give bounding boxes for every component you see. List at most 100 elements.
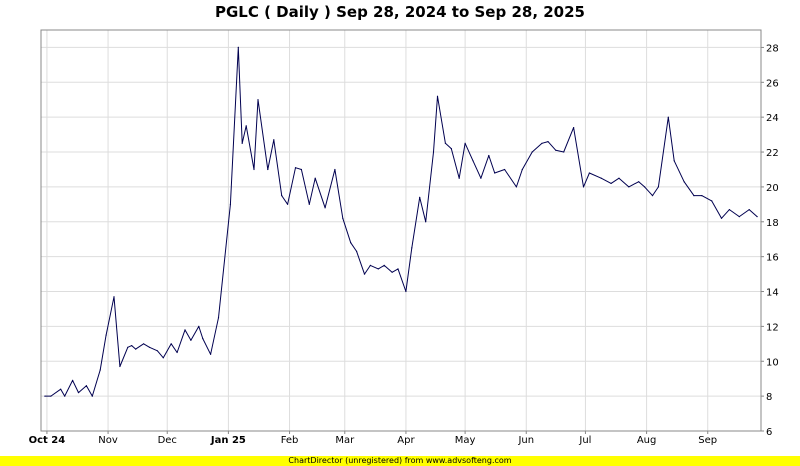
data-point bbox=[369, 264, 371, 266]
y-tick-label: 24 bbox=[766, 113, 779, 124]
data-point bbox=[308, 203, 310, 205]
x-tick-label: Oct 24 bbox=[29, 435, 66, 446]
data-point bbox=[748, 209, 750, 211]
x-tick-label: May bbox=[455, 435, 476, 446]
data-point bbox=[135, 348, 137, 350]
data-point bbox=[143, 343, 145, 345]
data-point bbox=[472, 160, 474, 162]
data-point bbox=[588, 172, 591, 174]
data-point bbox=[91, 395, 93, 397]
y-tick-label: 12 bbox=[766, 322, 779, 333]
price-series-line bbox=[44, 46, 758, 397]
data-point bbox=[273, 139, 275, 141]
data-point bbox=[541, 142, 543, 144]
data-point bbox=[531, 151, 533, 153]
data-point bbox=[314, 177, 316, 179]
data-point bbox=[573, 127, 575, 129]
data-point bbox=[756, 216, 758, 218]
data-point bbox=[464, 142, 466, 144]
data-point bbox=[334, 168, 336, 171]
data-point bbox=[241, 142, 243, 144]
data-point bbox=[610, 182, 612, 184]
data-point bbox=[432, 151, 435, 153]
data-point bbox=[618, 177, 620, 179]
data-point bbox=[257, 99, 259, 101]
x-tick-label: Feb bbox=[281, 435, 299, 446]
data-point bbox=[683, 181, 685, 183]
y-tick-label: 18 bbox=[766, 218, 779, 229]
data-point bbox=[494, 172, 496, 174]
data-point bbox=[411, 247, 413, 249]
data-point bbox=[651, 195, 654, 197]
data-point bbox=[377, 268, 379, 270]
data-point bbox=[458, 177, 460, 179]
grid-lines bbox=[41, 30, 761, 432]
data-point bbox=[77, 392, 80, 394]
data-point bbox=[64, 395, 66, 397]
data-points bbox=[44, 46, 758, 397]
data-point bbox=[738, 216, 740, 218]
data-point bbox=[673, 160, 675, 162]
y-tick-label: 8 bbox=[766, 392, 772, 403]
data-point bbox=[44, 395, 46, 397]
y-tick-label: 26 bbox=[766, 78, 779, 89]
data-point bbox=[131, 345, 133, 347]
x-tick-label: Apr bbox=[397, 435, 415, 446]
data-point bbox=[85, 385, 87, 387]
data-point bbox=[342, 217, 344, 219]
data-point bbox=[720, 217, 723, 219]
data-point bbox=[156, 350, 158, 352]
series-layer bbox=[44, 46, 758, 397]
data-point bbox=[419, 196, 421, 198]
data-point bbox=[515, 186, 518, 188]
data-point bbox=[99, 369, 101, 371]
data-point bbox=[127, 346, 129, 348]
data-point bbox=[190, 339, 192, 341]
price-chart: 6 8 10 12 14 16 18 20 22 24 26 28 Oct 24 Nov Dec Jan 2… bbox=[29, 29, 779, 446]
data-point bbox=[728, 209, 731, 211]
data-point bbox=[667, 116, 669, 118]
x-tick-label: Jul bbox=[578, 435, 591, 446]
data-point bbox=[628, 186, 630, 188]
data-point bbox=[436, 95, 439, 97]
data-point bbox=[391, 271, 393, 273]
data-point bbox=[450, 148, 452, 150]
chart-title: PGLC ( Daily ) Sep 28, 2024 to Sep 28, 2… bbox=[215, 3, 585, 21]
data-point bbox=[281, 195, 283, 197]
data-point bbox=[600, 177, 602, 179]
data-point bbox=[245, 125, 247, 127]
x-tick-label: Jan 25 bbox=[210, 435, 246, 446]
data-point bbox=[383, 264, 385, 266]
data-point bbox=[119, 365, 121, 368]
data-point bbox=[563, 151, 565, 153]
y-tick-label: 14 bbox=[766, 288, 779, 299]
x-tick-label: Jun bbox=[517, 435, 534, 446]
data-point bbox=[50, 395, 52, 397]
data-point bbox=[425, 221, 427, 223]
data-point bbox=[184, 329, 186, 331]
data-point bbox=[198, 325, 200, 327]
data-point bbox=[202, 338, 204, 340]
y-axis-ticks: 6 8 10 12 14 16 18 20 22 24 26 28 bbox=[761, 43, 779, 438]
x-axis-ticks: Oct 24 Nov Dec Jan 25 Feb Mar Apr May Jun Jul Aug S… bbox=[29, 431, 717, 446]
data-point bbox=[113, 296, 115, 298]
plot-border bbox=[40, 29, 762, 432]
data-point bbox=[253, 168, 255, 171]
y-tick-label: 6 bbox=[766, 427, 772, 438]
data-point bbox=[657, 186, 660, 188]
data-point bbox=[267, 168, 269, 171]
data-point bbox=[521, 168, 523, 171]
data-point bbox=[405, 290, 407, 293]
x-tick-label: Aug bbox=[637, 435, 657, 446]
data-point bbox=[300, 168, 302, 171]
data-point bbox=[350, 242, 352, 244]
y-tick-label: 10 bbox=[766, 357, 779, 368]
y-tick-label: 16 bbox=[766, 253, 779, 264]
data-point bbox=[162, 357, 164, 359]
data-point bbox=[711, 200, 713, 202]
x-tick-label: Dec bbox=[158, 435, 177, 446]
data-point bbox=[638, 181, 640, 183]
x-tick-label: Mar bbox=[335, 435, 355, 446]
data-point bbox=[294, 167, 297, 169]
data-point bbox=[229, 203, 231, 205]
